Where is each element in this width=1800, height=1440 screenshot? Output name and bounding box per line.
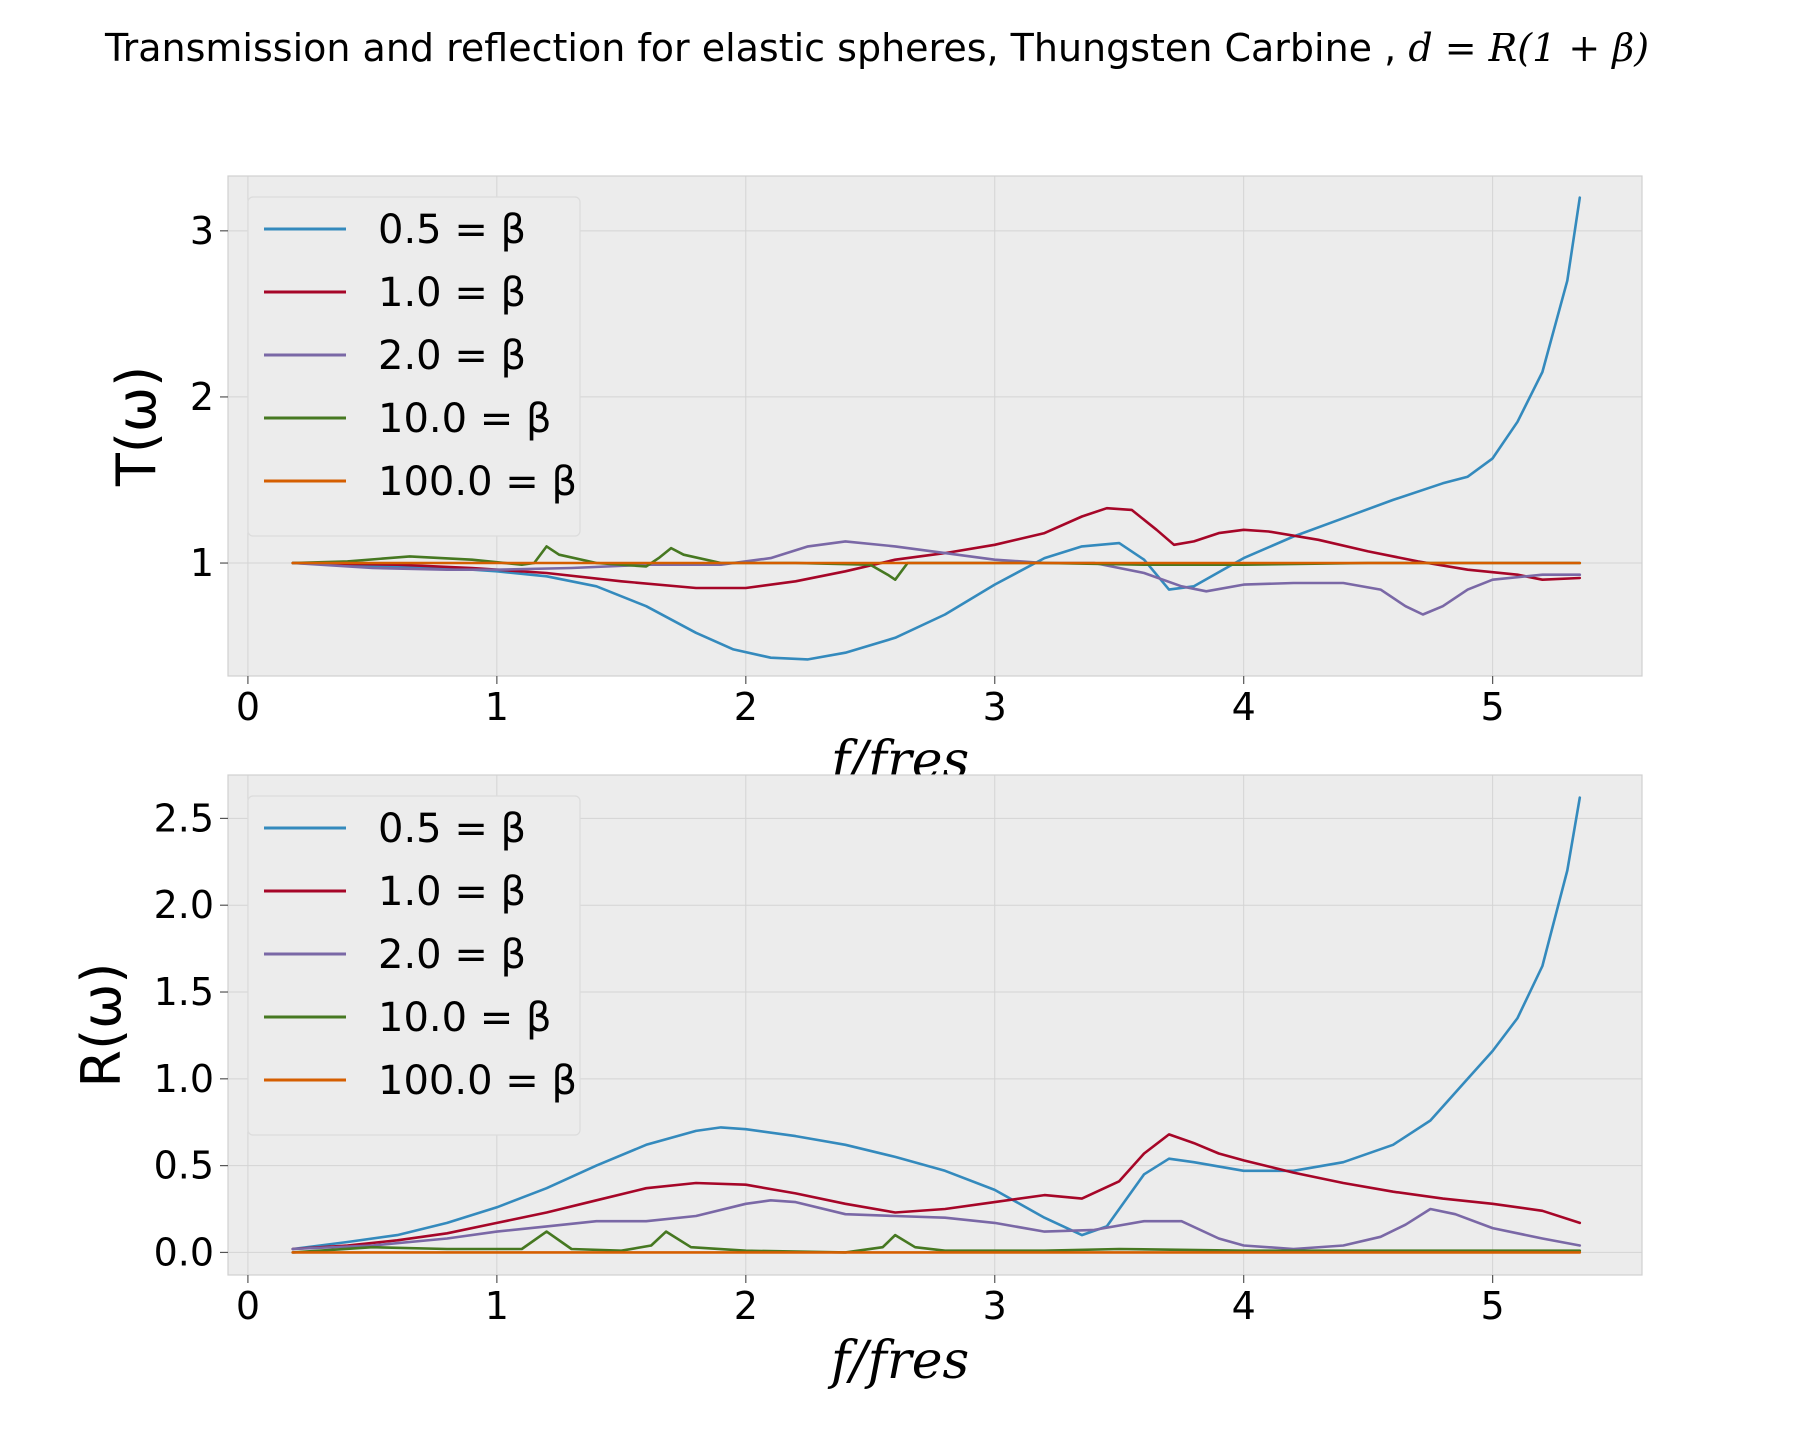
- t-legend: 0.5 = β 1.0 = β 2.0 = β 10.0 = β 100.0 = β: [247, 196, 581, 537]
- t-legend-label-2-0: 2.0 = β: [378, 333, 526, 379]
- t-xtick-label: 5: [1481, 685, 1505, 729]
- r-xtick-label: 5: [1481, 1284, 1505, 1328]
- t-legend-label-100-0: 100.0 = β: [378, 459, 577, 505]
- t-frame: [227, 175, 1643, 677]
- r-ytick-label: 1.0: [154, 1057, 214, 1101]
- figure-title: Transmission and reflection for elastic …: [104, 26, 1649, 70]
- t-legend-label-1-0: 1.0 = β: [378, 270, 526, 316]
- r-legend-label-1-0: 1.0 = β: [378, 869, 526, 915]
- t-y-axis-label: T(ω): [105, 366, 168, 487]
- t-legend-label-10-0: 10.0 = β: [378, 396, 552, 442]
- r-legend-label-100-0: 100.0 = β: [378, 1058, 577, 1104]
- t-legend-label-0-5: 0.5 = β: [378, 207, 526, 253]
- t-xtick-label: 0: [236, 685, 260, 729]
- t-xtick-label: 2: [734, 685, 758, 729]
- r-xtick-label: 1: [485, 1284, 509, 1328]
- t-legend-box: [247, 196, 581, 537]
- r-ytick-label: 2.0: [154, 883, 214, 927]
- r-ytick-label: 2.5: [154, 796, 214, 840]
- t-xtick-label: 4: [1232, 685, 1256, 729]
- r-legend-label-2-0: 2.0 = β: [378, 932, 526, 978]
- r-legend: 0.5 = β 1.0 = β 2.0 = β 10.0 = β 100.0 = β: [247, 795, 581, 1136]
- r-series-line-1-0: [291, 1133, 1582, 1251]
- r-series-group: [291, 796, 1582, 1254]
- r-x-axis-label: f/fres: [827, 1331, 969, 1391]
- r-ytick-label: 1.5: [154, 970, 214, 1014]
- r-frame: [227, 774, 1643, 1276]
- r-legend-label-10-0: 10.0 = β: [378, 995, 552, 1041]
- t-series-line-10-0: [291, 545, 1582, 581]
- r-xtick-label: 4: [1232, 1284, 1256, 1328]
- t-series-line-1-0: [291, 506, 1582, 590]
- t-series-line-0-5: [291, 196, 1582, 661]
- r-ytick-label: 0.0: [154, 1230, 214, 1274]
- t-series-group: [291, 196, 1582, 661]
- t-ytick-label: 1: [190, 541, 214, 585]
- r-series-line-0-5: [291, 796, 1582, 1251]
- t-xtick-label: 1: [485, 685, 509, 729]
- figure-title-text: Transmission and reflection for elastic …: [104, 26, 1408, 70]
- reflection-plot: 0 1 2 3 4 5 0.0 0.5 1.0 1.5 2.0 2.5 R(ω) f/fres 0.5 = …: [70, 774, 1643, 1391]
- r-y-axis-label: R(ω): [70, 963, 133, 1088]
- r-xtick-label: 2: [734, 1284, 758, 1328]
- r-xtick-label: 3: [983, 1284, 1007, 1328]
- r-series-line-2-0: [291, 1199, 1582, 1251]
- r-xtick-label: 0: [236, 1284, 260, 1328]
- figure-title-math: d = R(1 + β): [1408, 26, 1649, 70]
- r-legend-box: [247, 795, 581, 1136]
- t-ytick-label: 2: [190, 375, 214, 419]
- r-legend-label-0-5: 0.5 = β: [378, 806, 526, 852]
- t-xtick-label: 3: [983, 685, 1007, 729]
- t-ytick-label: 3: [190, 209, 214, 253]
- r-ytick-label: 0.5: [154, 1144, 214, 1188]
